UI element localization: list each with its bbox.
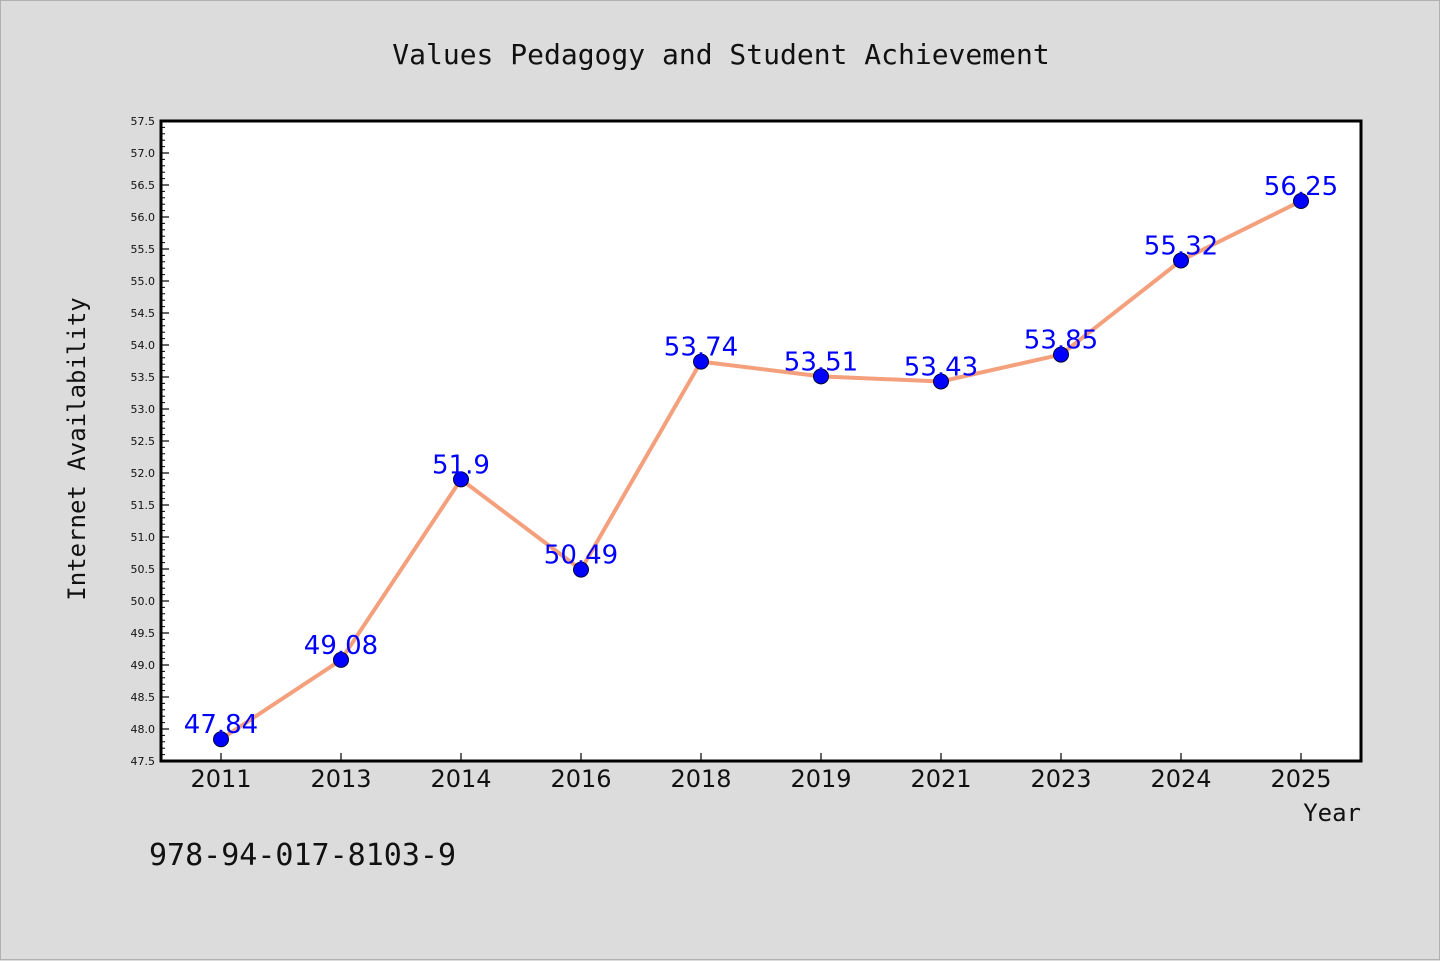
data-label: 56.25: [1264, 172, 1338, 202]
y-tick-label: 57.0: [131, 147, 156, 160]
x-tick-label: 2014: [430, 765, 491, 793]
x-tick-label: 2016: [550, 765, 611, 793]
data-point: [813, 368, 829, 385]
data-point: [933, 373, 949, 390]
series-line: [219, 199, 1303, 742]
data-point: [1293, 193, 1309, 209]
x-tick-label: 2025: [1270, 765, 1331, 793]
data-label: 53.85: [1024, 326, 1098, 356]
data-label: 53.74: [664, 333, 738, 363]
y-tick-label: 49.0: [131, 659, 156, 672]
y-axis-ticks: 47.5 48.0 48.5 49.0 49.5 50.0 50.5 51.0 51.5 52.0…: [131, 115, 169, 768]
y-tick-label: 52.5: [131, 435, 156, 448]
data-point: [333, 651, 349, 668]
y-tick-label: 57.5: [131, 115, 156, 128]
data-labels: 47.84 49.08 51.9 50.49 53.74 53.51 53.43 53.85 5…: [184, 172, 1338, 740]
data-label: 49.08: [304, 631, 378, 661]
data-point: [453, 471, 469, 488]
y-tick-label: 55.0: [131, 275, 156, 288]
x-tick-label: 2024: [1150, 765, 1211, 793]
y-tick-label: 51.5: [131, 499, 156, 512]
data-point: [693, 353, 709, 370]
data-point: [213, 731, 229, 748]
y-tick-label: 49.5: [131, 627, 156, 640]
y-tick-label: 48.0: [131, 723, 156, 736]
x-tick-label: 2021: [910, 765, 971, 793]
y-tick-label: 53.5: [131, 371, 156, 384]
y-tick-label: 56.5: [131, 179, 156, 192]
x-tick-label: 2018: [670, 765, 731, 793]
data-label: 50.49: [544, 541, 618, 571]
series-line-group: [219, 199, 1303, 742]
x-axis-label: Year: [1303, 799, 1361, 827]
y-tick-label: 54.5: [131, 307, 156, 320]
y-tick-label: 47.5: [131, 755, 156, 768]
x-tick-label: 2023: [1030, 765, 1091, 793]
y-tick-label: 55.5: [131, 243, 156, 256]
data-label: 55.32: [1144, 232, 1218, 262]
x-tick-label: 2011: [190, 765, 251, 793]
y-tick-label: 50.5: [131, 563, 156, 576]
y-tick-label: 54.0: [131, 339, 156, 352]
y-axis-label: Internet Availability: [63, 297, 91, 600]
x-axis-ticks: 2011 2013 2014 2016 2018 2019 2021 2023 2024 2025: [190, 753, 1332, 793]
data-label: 53.43: [904, 352, 978, 382]
y-tick-label: 56.0: [131, 211, 156, 224]
y-tick-label: 50.0: [131, 595, 156, 608]
plot-area: [161, 121, 1361, 761]
data-point: [1053, 346, 1069, 363]
plot-border: [159, 119, 1363, 763]
y-tick-label: 48.5: [131, 691, 156, 704]
data-label: 53.51: [784, 347, 858, 377]
y-tick-label: 53.0: [131, 403, 156, 416]
isbn-annotation: 978-94-017-8103-9: [149, 838, 456, 873]
data-point: [573, 561, 589, 578]
x-tick-label: 2013: [310, 765, 371, 793]
data-point-markers: [213, 193, 1309, 748]
data-label: 47.84: [184, 710, 258, 740]
data-label: 51.9: [432, 450, 490, 480]
y-tick-label: 51.0: [131, 531, 156, 544]
x-tick-label: 2019: [790, 765, 851, 793]
y-tick-label: 52.0: [131, 467, 156, 480]
chart-title: Values Pedagogy and Student Achievement: [392, 38, 1049, 71]
data-point: [1173, 252, 1189, 269]
